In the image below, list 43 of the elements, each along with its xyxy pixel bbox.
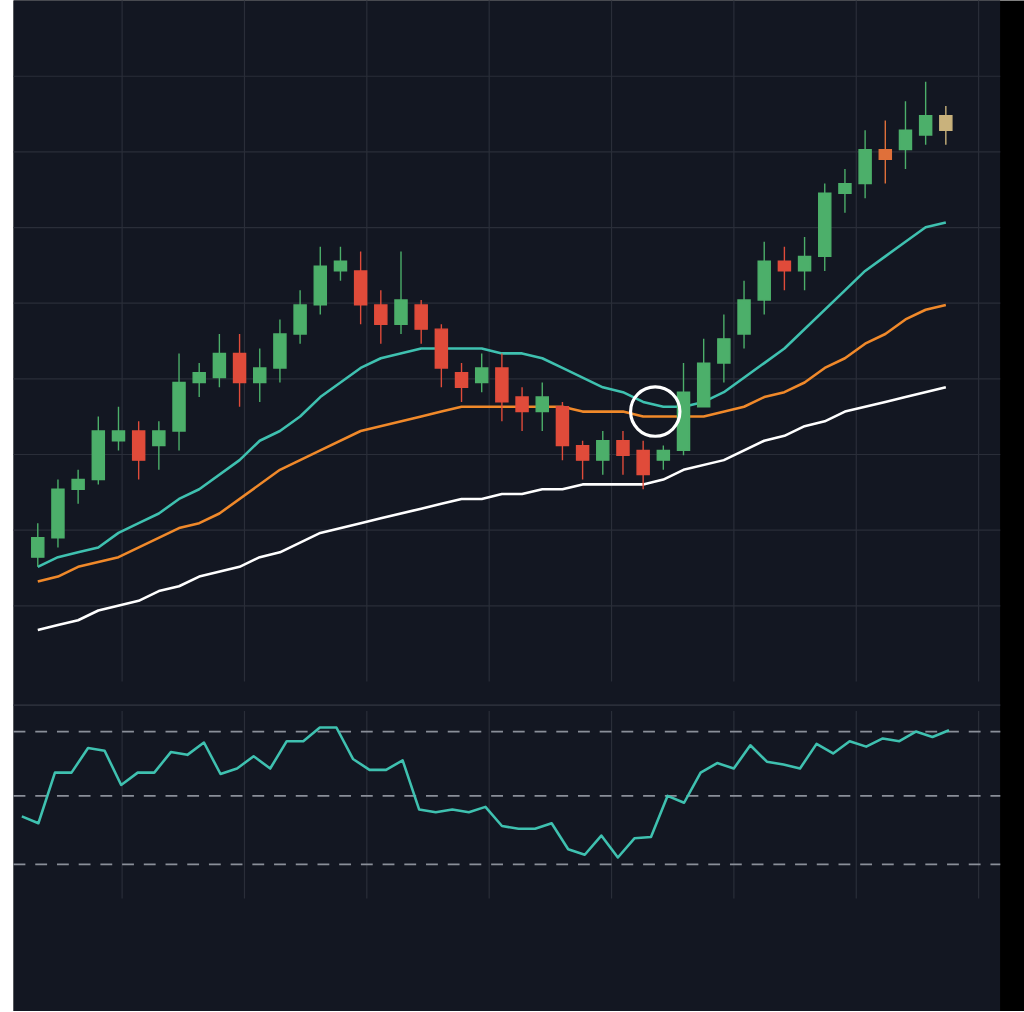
candlestick (71, 469, 85, 505)
candlestick (454, 362, 469, 404)
candlestick (717, 314, 731, 384)
candlestick (293, 290, 307, 345)
candlestick (131, 421, 146, 481)
candlestick (333, 246, 348, 282)
candlestick (939, 105, 953, 146)
candlestick (253, 348, 267, 404)
candlestick (575, 440, 590, 481)
candlestick (515, 387, 529, 433)
candlestick (596, 430, 610, 476)
candlestick (353, 251, 368, 326)
candlestick (818, 183, 832, 273)
candlestick (152, 421, 166, 471)
candlestick (656, 445, 671, 471)
candlestick (31, 522, 45, 569)
candlestick (616, 430, 630, 476)
candlestick (111, 406, 126, 452)
candlestick (434, 324, 449, 389)
candlestick (495, 353, 509, 423)
candlestick (232, 333, 247, 408)
candlestick (535, 382, 549, 433)
candlestick (918, 81, 933, 146)
candlestick (555, 401, 570, 462)
candlestick (51, 479, 65, 549)
candlestick (192, 362, 206, 399)
candlestick (777, 246, 792, 292)
candlestick (212, 333, 227, 389)
candlestick (273, 319, 287, 384)
candlestick (91, 416, 106, 486)
candlestick (374, 290, 388, 345)
candlestick (172, 353, 186, 452)
candlestick (474, 353, 489, 394)
candlestick (737, 280, 751, 350)
candlestick (394, 251, 408, 336)
candlestick (838, 168, 852, 214)
candlestick (313, 246, 328, 316)
candlestick (696, 338, 711, 408)
candlestick (414, 299, 428, 345)
candlestick (636, 440, 650, 491)
candlestick (858, 130, 872, 200)
candlestick (797, 236, 812, 292)
candlestick (757, 241, 771, 316)
